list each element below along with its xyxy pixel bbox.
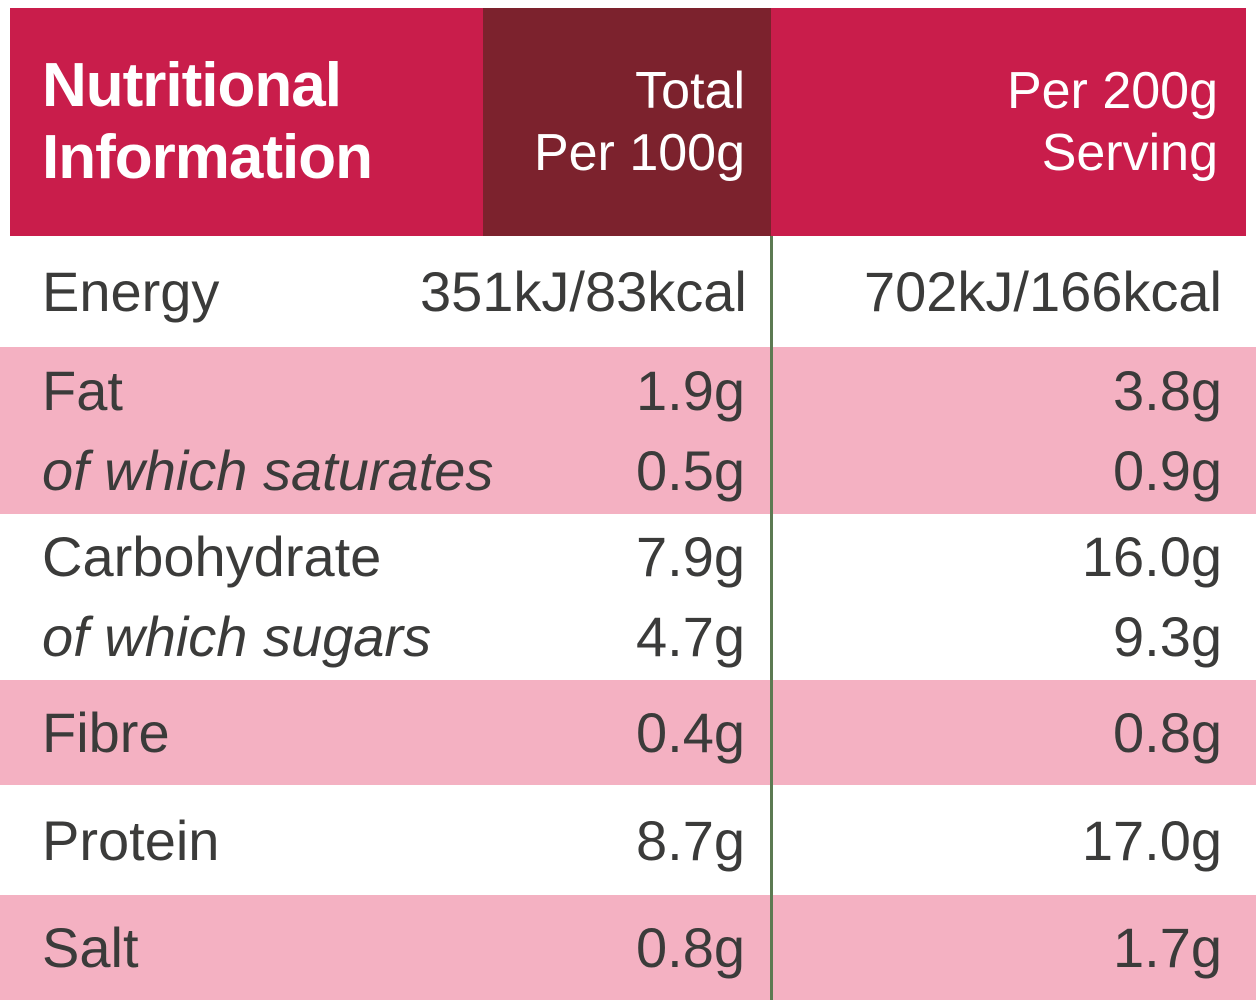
value-text: 1.9g (636, 358, 745, 422)
value-per-serving: 16.0g 9.3g (771, 517, 1256, 677)
value-text: 702kJ/166kcal (863, 260, 1222, 323)
value-text: 0.4g (636, 701, 745, 764)
value-per-100g: 351kJ/83kcal (420, 259, 771, 324)
sub-value-text: 9.3g (1113, 605, 1222, 668)
nutrient-name: Salt (42, 916, 139, 979)
table-row-protein: Protein 8.7g 17.0g (0, 785, 1256, 895)
value-per-serving: 1.7g (771, 915, 1256, 980)
row-label: Fibre (0, 700, 420, 765)
page-title: Nutritional Information (42, 50, 373, 194)
table-row-fat: Fat of which saturates 1.9g 0.5g 3.8g 0.… (0, 347, 1256, 514)
table-row-carbohydrate: Carbohydrate of which sugars 7.9g 4.7g 1… (0, 514, 1256, 680)
value-text: 17.0g (1081, 808, 1222, 872)
row-label: Carbohydrate of which sugars (0, 517, 432, 677)
column-header-per-100g: Total Per 100g (483, 8, 771, 236)
nutrient-name: Energy (42, 260, 220, 323)
nutrient-name: Fibre (42, 701, 170, 764)
value-text: 7.9g (636, 525, 745, 588)
row-label: Salt (0, 915, 420, 980)
table-row-energy: Energy 351kJ/83kcal 702kJ/166kcal (0, 236, 1256, 347)
value-per-100g: 7.9g 4.7g (420, 517, 771, 677)
per-serving-line-1: Per 200g (1006, 62, 1218, 120)
value-text: 1.7g (1113, 916, 1222, 979)
value-text: 3.8g (1113, 358, 1222, 422)
table-row-salt: Salt 0.8g 1.7g (0, 895, 1256, 1000)
value-text: 0.8g (636, 916, 745, 979)
per-100g-line-1: Total (635, 62, 745, 120)
per-100g-line-2: Per 100g (533, 124, 745, 182)
column-divider-rule (770, 236, 773, 1000)
table-body: Energy 351kJ/83kcal 702kJ/166kcal Fat of… (0, 236, 1256, 1000)
nutrient-name: Protein (42, 808, 220, 872)
nutrient-subname: of which saturates (42, 438, 494, 502)
nutrient-name: Fat (42, 358, 123, 422)
value-per-serving: 17.0g (771, 808, 1256, 873)
table-row-fibre: Fibre 0.4g 0.8g (0, 680, 1256, 785)
sub-value-text: 0.5g (636, 438, 745, 502)
value-per-100g: 0.4g (420, 700, 771, 765)
table-header: Nutritional Information Total Per 100g P… (10, 8, 1246, 236)
title-line-1: Nutritional (42, 51, 342, 120)
row-label: Protein (0, 808, 420, 873)
value-per-100g: 0.8g (420, 915, 771, 980)
title-line-2: Information (42, 123, 373, 192)
value-per-serving: 0.8g (771, 700, 1256, 765)
row-label: Energy (0, 259, 420, 324)
value-text: 0.8g (1113, 701, 1222, 764)
nutrient-subname: of which sugars (42, 605, 432, 668)
value-per-serving: 702kJ/166kcal (771, 259, 1256, 324)
value-per-serving: 3.8g 0.9g (771, 351, 1256, 511)
value-text: 351kJ/83kcal (420, 260, 747, 323)
nutrient-name: Carbohydrate (42, 525, 382, 588)
value-per-100g: 1.9g 0.5g (420, 351, 771, 511)
sub-value-text: 4.7g (636, 605, 745, 668)
row-label: Fat of which saturates (0, 351, 494, 511)
value-text: 16.0g (1081, 525, 1222, 588)
value-text: 8.7g (636, 808, 745, 872)
sub-value-text: 0.9g (1113, 438, 1222, 502)
per-serving-line-2: Serving (1041, 124, 1218, 182)
value-per-100g: 8.7g (420, 808, 771, 873)
column-header-per-serving: Per 200g Serving (771, 8, 1246, 236)
